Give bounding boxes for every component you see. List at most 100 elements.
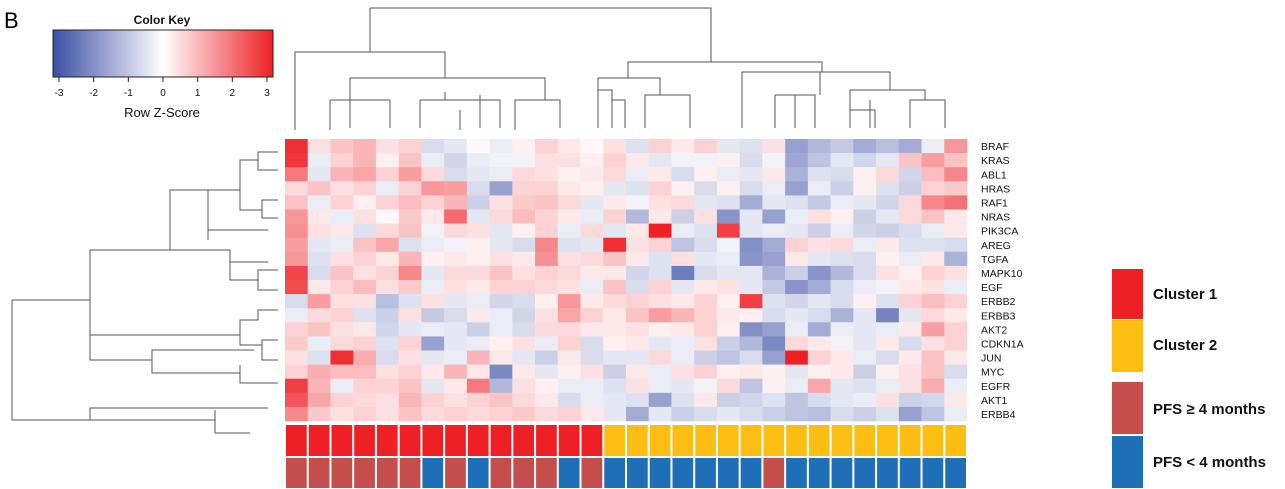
row-label-egfr: EGFR	[981, 381, 1011, 393]
heatmap-cell	[648, 392, 672, 408]
heatmap-cell	[557, 167, 581, 182]
heatmap-cell	[785, 322, 809, 337]
heatmap-cell	[307, 223, 331, 238]
heatmap-cell	[353, 265, 377, 281]
heatmap-cell	[444, 153, 468, 168]
heatmap-cell	[512, 153, 536, 168]
heatmap-cell	[762, 139, 786, 154]
heatmap-cell	[398, 294, 422, 309]
heatmap-cell	[353, 139, 377, 154]
heatmap-cell	[489, 378, 513, 394]
pfs-annotation-cell	[922, 458, 944, 488]
heatmap-cell	[603, 392, 627, 408]
heatmap-cell	[444, 364, 468, 379]
heatmap-cell	[375, 350, 399, 365]
heatmap-cell	[512, 294, 536, 309]
cluster-annotation-cell	[763, 425, 785, 456]
heatmap-cell	[512, 378, 536, 394]
pfs-annotation-cell	[695, 458, 716, 488]
cluster-annotation-cell	[354, 425, 375, 456]
heatmap-cell	[489, 181, 513, 196]
heatmap-cell	[716, 406, 740, 422]
heatmap-cell	[353, 195, 377, 210]
row-label-akt2: AKT2	[981, 324, 1007, 336]
heatmap-cell	[285, 322, 309, 337]
heatmap-cell	[626, 139, 650, 154]
heatmap-cell	[535, 336, 559, 351]
heatmap-cell	[489, 322, 513, 337]
heatmap-cell	[512, 392, 536, 408]
heatmap-cell	[694, 237, 718, 253]
cluster-annotation-cell	[604, 425, 625, 456]
heatmap-cell	[876, 308, 900, 323]
heatmap-cell	[307, 392, 331, 408]
heatmap-cell	[512, 181, 536, 196]
heatmap-cell	[785, 181, 809, 196]
heatmap-cell	[512, 223, 536, 238]
heatmap-cell	[603, 195, 627, 210]
heatmap-cell	[626, 406, 650, 422]
heatmap-cell	[466, 378, 490, 394]
heatmap-cell	[285, 294, 309, 309]
heatmap-cell	[580, 237, 604, 253]
heatmap-cell	[330, 251, 354, 267]
heatmap-cell	[944, 181, 968, 196]
pfs-annotation-cell	[354, 458, 375, 488]
heatmap-cell	[353, 392, 377, 408]
heatmap-cell	[944, 294, 968, 309]
cluster-annotation-cell	[695, 425, 716, 456]
heatmap-cell	[398, 195, 422, 210]
heatmap-cell	[580, 209, 604, 224]
heatmap-cell	[489, 294, 513, 309]
heatmap-cell	[626, 167, 650, 182]
heatmap-cell	[671, 265, 695, 281]
heatmap-cell	[444, 392, 468, 408]
heatmap-cell	[512, 364, 536, 379]
heatmap-cell	[807, 167, 831, 182]
heatmap-cell	[898, 294, 922, 309]
row-label-mapk10: MAPK10	[981, 268, 1023, 280]
heatmap-cell	[466, 322, 490, 337]
heatmap-cell	[762, 223, 786, 238]
heatmap-cell	[353, 167, 377, 182]
color-key-label: Row Z-Score	[124, 105, 200, 120]
heatmap-cell	[512, 350, 536, 365]
heatmap-cell	[330, 406, 354, 422]
heatmap-cell	[489, 392, 513, 408]
heatmap-cell	[580, 406, 604, 422]
heatmap-cell	[512, 280, 536, 295]
heatmap-cell	[375, 223, 399, 238]
heatmap-cell	[489, 350, 513, 365]
heatmap-cell	[421, 139, 445, 154]
heatmap-cell	[944, 308, 968, 323]
heatmap-cell	[944, 392, 968, 408]
heatmap-cell	[785, 237, 809, 253]
heatmap-cell	[807, 223, 831, 238]
pfs-annotation-cell	[627, 458, 648, 488]
heatmap-cell	[739, 181, 763, 196]
heatmap-cell	[807, 280, 831, 295]
heatmap-cell	[375, 167, 399, 182]
cluster-annotation-cell	[331, 425, 353, 456]
heatmap-cell	[375, 392, 399, 408]
heatmap-cell	[353, 280, 377, 295]
heatmap-cell	[353, 350, 377, 365]
heatmap-cell	[694, 322, 718, 337]
heatmap-cell	[285, 280, 309, 295]
heatmap-cell	[739, 294, 763, 309]
heatmap-cell	[603, 167, 627, 182]
row-label-jun: JUN	[981, 353, 1001, 365]
pfs-annotation-cell	[581, 458, 603, 488]
heatmap-cell	[853, 392, 877, 408]
heatmap-cell	[694, 139, 718, 154]
heatmap-cell	[353, 336, 377, 351]
heatmap-cell	[671, 280, 695, 295]
heatmap-cell	[921, 223, 945, 238]
heatmap-cell	[285, 265, 309, 281]
heatmap-cell	[762, 195, 786, 210]
heatmap-cell	[444, 167, 468, 182]
heatmap-cell	[648, 406, 672, 422]
heatmap-cell	[535, 181, 559, 196]
heatmap-cell	[580, 322, 604, 337]
heatmap-cell	[716, 294, 740, 309]
